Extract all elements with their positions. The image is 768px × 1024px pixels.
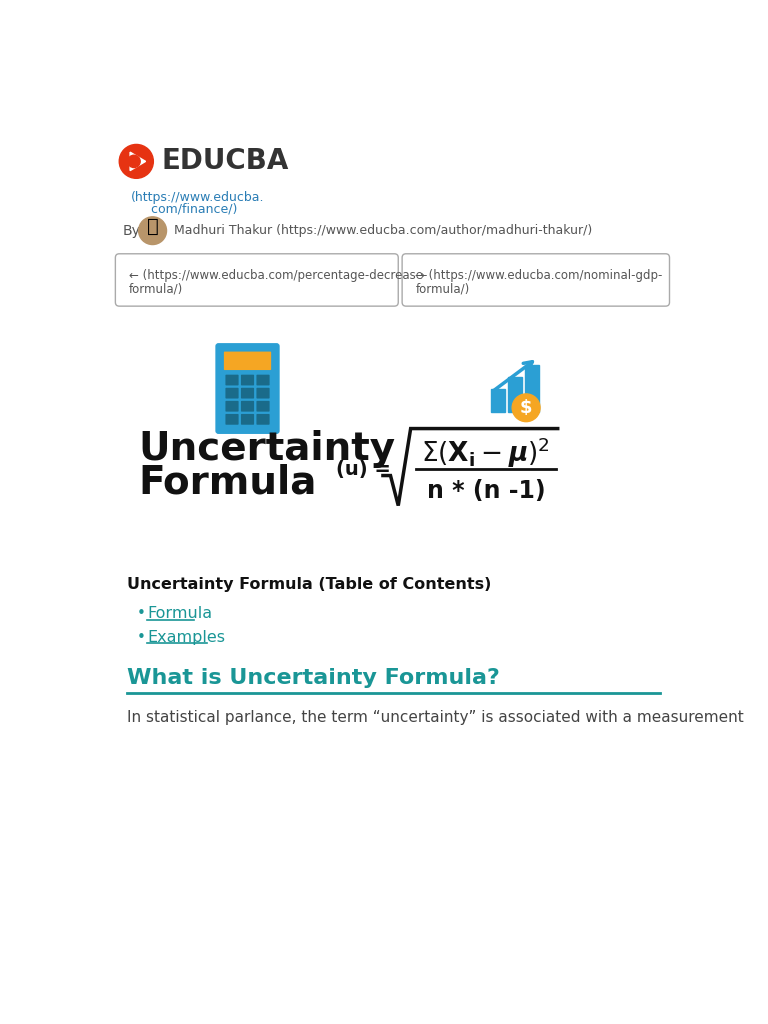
FancyBboxPatch shape xyxy=(241,414,254,425)
Circle shape xyxy=(127,156,141,168)
Text: In statistical parlance, the term “uncertainty” is associated with a measurement: In statistical parlance, the term “uncer… xyxy=(127,711,743,725)
FancyBboxPatch shape xyxy=(257,400,270,412)
Text: formula/): formula/) xyxy=(128,283,183,295)
FancyBboxPatch shape xyxy=(226,414,239,425)
Text: $: $ xyxy=(520,398,532,417)
Text: Madhuri Thakur (https://www.educba.com/author/madhuri-thakur/): Madhuri Thakur (https://www.educba.com/a… xyxy=(174,224,592,238)
Text: $\Sigma(\mathbf{X_i} - \boldsymbol{\mu})^2$: $\Sigma(\mathbf{X_i} - \boldsymbol{\mu})… xyxy=(422,435,551,470)
Text: 👤: 👤 xyxy=(147,217,158,237)
Bar xyxy=(508,377,522,412)
FancyBboxPatch shape xyxy=(257,414,270,425)
FancyBboxPatch shape xyxy=(257,388,270,398)
FancyBboxPatch shape xyxy=(226,388,239,398)
Bar xyxy=(492,388,505,412)
Text: com/finance/): com/finance/) xyxy=(131,202,237,215)
Text: formula/): formula/) xyxy=(415,283,469,295)
Text: Formula: Formula xyxy=(147,606,212,622)
Text: •: • xyxy=(136,630,145,644)
Text: Uncertainty: Uncertainty xyxy=(139,430,396,468)
FancyBboxPatch shape xyxy=(241,388,254,398)
FancyBboxPatch shape xyxy=(226,400,239,412)
Text: n * (n -1): n * (n -1) xyxy=(426,479,545,503)
Text: What is Uncertainty Formula?: What is Uncertainty Formula? xyxy=(127,668,500,688)
Text: (u) =: (u) = xyxy=(336,460,391,479)
Text: Formula: Formula xyxy=(139,464,317,502)
Polygon shape xyxy=(130,153,146,171)
Circle shape xyxy=(512,394,540,422)
Text: ← (https://www.educba.com/percentage-decrease-: ← (https://www.educba.com/percentage-dec… xyxy=(128,269,427,283)
FancyBboxPatch shape xyxy=(402,254,670,306)
FancyBboxPatch shape xyxy=(257,375,270,385)
FancyBboxPatch shape xyxy=(215,343,280,434)
Circle shape xyxy=(119,144,154,178)
Circle shape xyxy=(139,217,167,245)
Text: → (https://www.educba.com/nominal-gdp-: → (https://www.educba.com/nominal-gdp- xyxy=(415,269,663,283)
FancyBboxPatch shape xyxy=(226,375,239,385)
Text: (https://www.educba.: (https://www.educba. xyxy=(131,190,264,204)
FancyBboxPatch shape xyxy=(224,351,271,370)
Text: Examples: Examples xyxy=(147,630,225,644)
FancyBboxPatch shape xyxy=(241,400,254,412)
Text: EDUCBA: EDUCBA xyxy=(161,147,289,175)
Text: By: By xyxy=(123,223,141,238)
FancyBboxPatch shape xyxy=(115,254,399,306)
FancyBboxPatch shape xyxy=(241,375,254,385)
Text: •: • xyxy=(136,606,145,622)
Bar xyxy=(525,366,539,412)
Text: Uncertainty Formula (Table of Contents): Uncertainty Formula (Table of Contents) xyxy=(127,578,492,592)
